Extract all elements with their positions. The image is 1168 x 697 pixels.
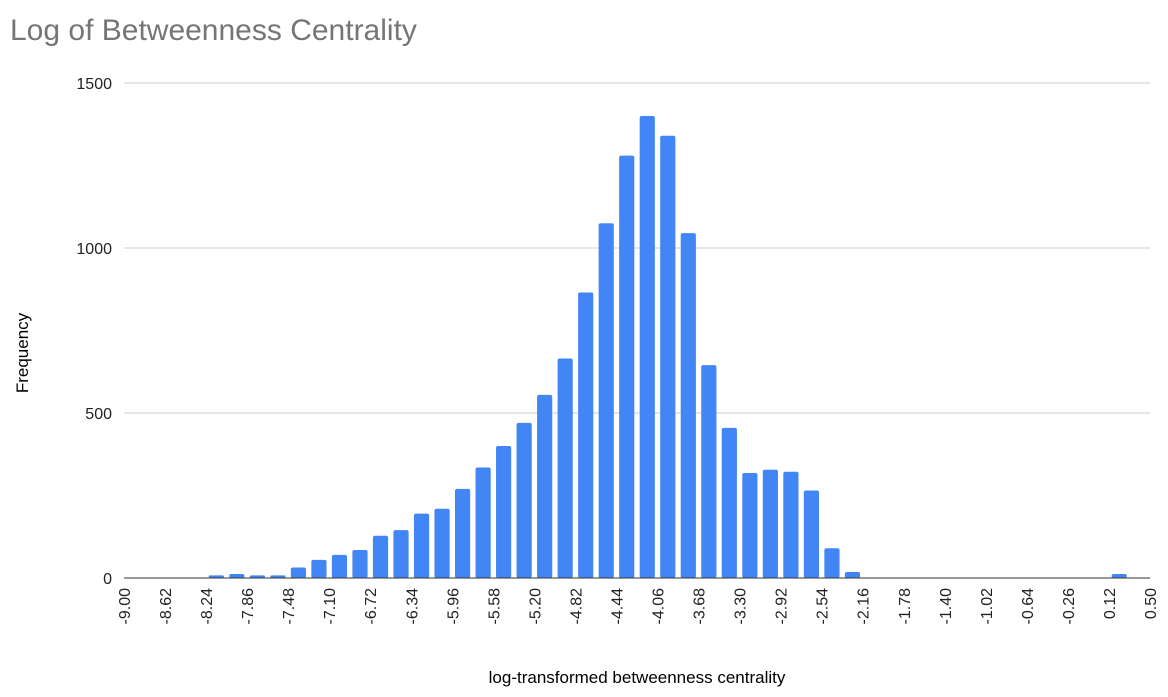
histogram-bar — [393, 530, 409, 578]
x-tick-label: -4.82 — [568, 588, 585, 625]
histogram-bar — [701, 365, 717, 578]
histogram-bar — [496, 446, 512, 578]
histogram-bar — [578, 292, 594, 578]
histogram-bar — [352, 549, 368, 578]
histogram-bar — [660, 135, 676, 579]
histogram-bar — [372, 535, 389, 578]
x-tick-label: -2.92 — [774, 588, 791, 625]
x-tick-label: -4.06 — [651, 588, 668, 625]
x-tick-label: -8.24 — [199, 588, 216, 625]
x-tick-label: -0.26 — [1061, 588, 1078, 625]
y-axis-ticks: 0 500 1000 1500 — [76, 76, 112, 588]
x-tick-label: -3.68 — [692, 588, 709, 625]
y-tick-label: 500 — [85, 406, 112, 423]
x-tick-label: -5.96 — [445, 588, 462, 625]
histogram-bar — [1111, 574, 1127, 578]
x-tick-label: -6.72 — [363, 588, 380, 625]
y-tick-label: 1000 — [76, 241, 112, 258]
histogram-bar — [270, 575, 286, 578]
x-tick-label: -0.64 — [1020, 588, 1037, 625]
bars — [208, 116, 1127, 579]
histogram-bar — [290, 567, 307, 578]
histogram-bar — [331, 554, 348, 578]
histogram-bar — [208, 575, 224, 578]
histogram-bar — [229, 574, 245, 578]
histogram-bar — [639, 116, 655, 578]
histogram-bar — [454, 488, 471, 578]
x-tick-label: -4.44 — [609, 588, 626, 625]
histogram-bar — [434, 508, 450, 578]
x-tick-label: -2.54 — [815, 588, 832, 625]
histogram-bar — [619, 155, 635, 578]
x-tick-label: -1.78 — [897, 588, 914, 625]
histogram-bar — [413, 513, 430, 578]
chart-title: Log of Betweenness Centrality — [10, 14, 417, 47]
histogram-bar — [844, 572, 861, 578]
histogram-bar — [762, 469, 778, 578]
histogram-bar — [249, 575, 265, 578]
x-tick-label: 0.12 — [1102, 588, 1119, 619]
x-tick-label: -8.62 — [158, 588, 175, 625]
histogram-bar — [783, 471, 799, 578]
histogram-bar — [475, 467, 491, 578]
histogram-bar — [824, 548, 840, 578]
x-tick-label: -9.00 — [117, 588, 134, 625]
histogram-bar — [516, 422, 532, 578]
x-tick-label: -5.58 — [486, 588, 503, 625]
x-axis-label: log-transformed betweenness centrality — [489, 668, 786, 687]
gridlines — [124, 82, 1150, 414]
y-tick-label: 1500 — [76, 76, 112, 93]
histogram-bar — [803, 490, 820, 578]
y-tick-label: 0 — [103, 571, 112, 588]
x-tick-label: -1.40 — [938, 588, 955, 625]
histogram-bar — [537, 394, 553, 578]
y-axis-label: Frequency — [13, 312, 32, 393]
histogram-bar — [598, 223, 614, 578]
x-tick-label: -5.20 — [527, 588, 544, 625]
x-tick-label: -7.86 — [240, 588, 257, 625]
x-tick-label: -1.02 — [979, 588, 996, 625]
histogram-bar — [742, 473, 758, 578]
histogram-bar — [680, 233, 696, 578]
x-tick-label: -2.16 — [856, 588, 873, 625]
histogram-bar — [557, 358, 573, 578]
histogram-bar — [721, 427, 737, 578]
x-tick-label: -6.34 — [404, 588, 421, 625]
x-axis-ticks: -9.00 -8.62 -8.24 -7.86 -7.48 -7.10 -6.72 -6.34… — [117, 588, 1160, 625]
x-tick-label: -7.10 — [322, 588, 339, 625]
x-tick-label: 0.50 — [1143, 588, 1160, 619]
x-tick-label: -7.48 — [281, 588, 298, 625]
x-tick-label: -3.30 — [733, 588, 750, 625]
histogram-bar — [311, 559, 327, 578]
